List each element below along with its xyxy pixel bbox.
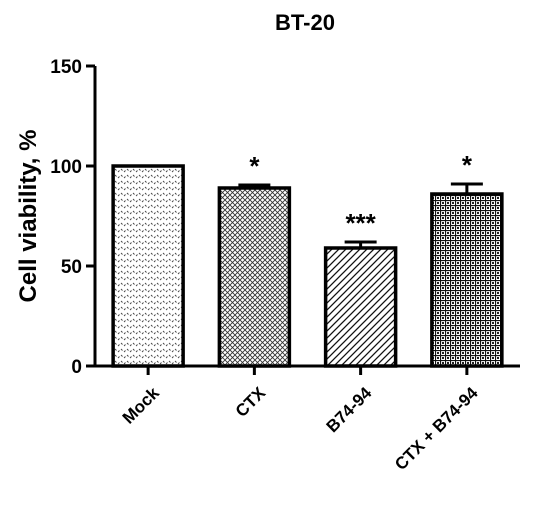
significance-label: * [462, 150, 473, 180]
bars: ***** [111, 150, 504, 368]
bar-ctx [217, 186, 292, 368]
x-axis: Mock CTX B74-94 CTX + B74-94 [93, 364, 520, 474]
significance-label: *** [345, 208, 376, 238]
y-tick-label: 0 [71, 357, 82, 378]
y-axis: 0 50 100 150 [50, 57, 97, 378]
y-tick-label: 50 [61, 257, 82, 278]
y-axis-label: Cell viability, % [15, 130, 42, 303]
bar-mock [111, 164, 185, 368]
x-tick-label: CTX [232, 383, 270, 421]
x-tick-label: CTX + B74-94 [391, 383, 482, 474]
x-tick-label: Mock [119, 383, 164, 428]
x-tick-label: B74-94 [323, 383, 376, 436]
bar-ctx-b74-94 [430, 192, 504, 368]
y-tick-label: 150 [50, 57, 82, 78]
y-tick-label: 100 [50, 157, 82, 178]
chart-title: BT-20 [275, 10, 335, 35]
significance-label: * [249, 151, 260, 181]
bar-b74-94 [323, 246, 398, 368]
